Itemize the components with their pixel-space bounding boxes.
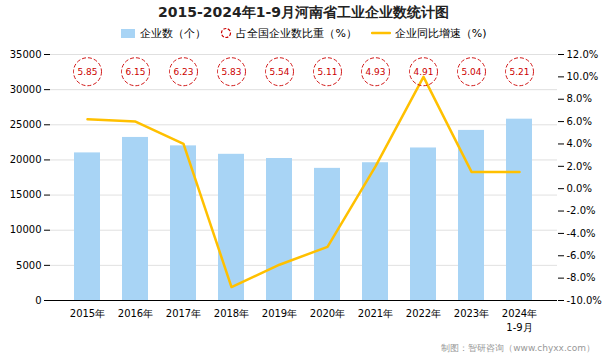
svg-text:4.91: 4.91 [413, 67, 433, 77]
svg-text:2.0%: 2.0% [567, 161, 592, 172]
svg-text:5.85: 5.85 [77, 67, 97, 77]
svg-text:4.0%: 4.0% [567, 138, 592, 149]
svg-text:4.93: 4.93 [365, 67, 385, 77]
svg-text:12.0%: 12.0% [567, 49, 599, 60]
svg-text:25000: 25000 [10, 119, 42, 130]
svg-text:5.11: 5.11 [317, 67, 337, 77]
svg-text:2015年: 2015年 [70, 308, 105, 319]
html-text:企业数（个）: 企业数（个） [140, 26, 207, 40]
svg-text:35000: 35000 [10, 49, 42, 60]
svg-text:10.0%: 10.0% [567, 71, 599, 82]
svg-text:1-9月: 1-9月 [506, 322, 532, 333]
svg-text:6.23: 6.23 [173, 67, 193, 77]
svg-text:5.04: 5.04 [461, 67, 481, 77]
svg-text:10000: 10000 [10, 224, 42, 235]
svg-text:-2.0%: -2.0% [567, 205, 596, 216]
svg-text:6.0%: 6.0% [567, 116, 592, 127]
svg-text:5.21: 5.21 [509, 67, 529, 77]
svg-text:5.54: 5.54 [269, 67, 289, 77]
html-text:制图：智研咨询（www.chyxx.com）: 制图：智研咨询（www.chyxx.com） [441, 343, 595, 353]
svg-text:2022年: 2022年 [406, 308, 441, 319]
svg-text:2023年: 2023年 [454, 308, 489, 319]
svg-text:6.15: 6.15 [125, 67, 145, 77]
svg-text:-4.0%: -4.0% [567, 228, 596, 239]
svg-text:8.0%: 8.0% [567, 93, 592, 104]
html-text:企业同比增速（%): 企业同比增速（%) [394, 26, 487, 40]
svg-text:2017年: 2017年 [166, 308, 201, 319]
svg-text:20000: 20000 [10, 154, 42, 165]
svg-text:2020年: 2020年 [310, 308, 345, 319]
svg-text:2019年: 2019年 [262, 308, 297, 319]
svg-text:-6.0%: -6.0% [567, 250, 596, 261]
svg-text:2018年: 2018年 [214, 308, 249, 319]
html-text:2015-2024年1-9月河南省工业企业数统计图: 2015-2024年1-9月河南省工业企业数统计图 [158, 4, 449, 20]
svg-text:0: 0 [35, 295, 41, 306]
svg-text:15000: 15000 [10, 189, 42, 200]
svg-text:2021年: 2021年 [358, 308, 393, 319]
svg-text:5000: 5000 [16, 260, 41, 271]
svg-text:-10.0%: -10.0% [567, 295, 602, 306]
svg-text:2024年: 2024年 [502, 308, 537, 319]
svg-text:30000: 30000 [10, 84, 42, 95]
svg-text:5.83: 5.83 [221, 67, 241, 77]
svg-text:-8.0%: -8.0% [567, 272, 596, 283]
svg-text:2016年: 2016年 [118, 308, 153, 319]
svg-text:0.0%: 0.0% [567, 183, 592, 194]
html-text:占全国企业数比重（%）: 占全国企业数比重（%） [236, 26, 357, 40]
